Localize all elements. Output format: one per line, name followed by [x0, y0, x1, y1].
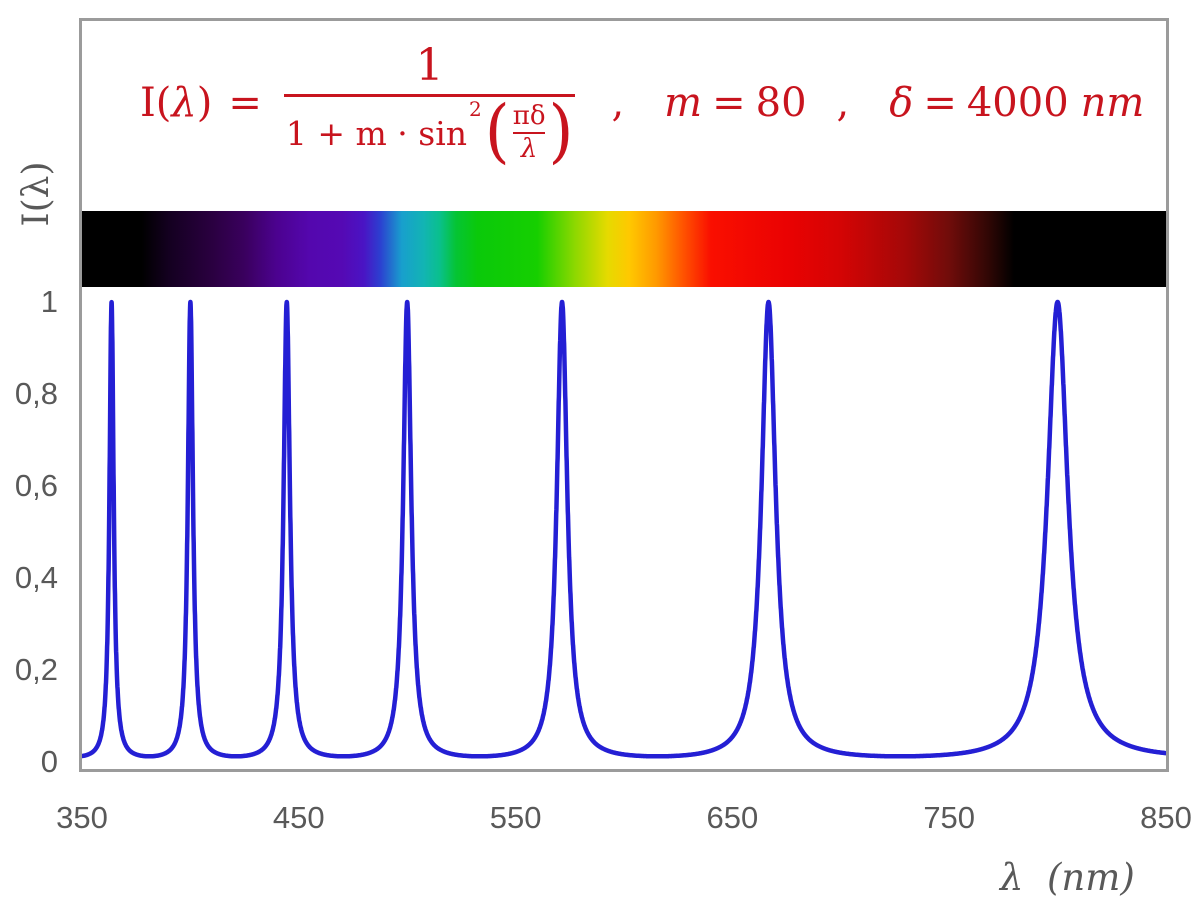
open-paren: (	[484, 92, 510, 173]
y-tick-label: 1	[40, 284, 58, 319]
y-axis-title: I(λ)	[16, 161, 57, 227]
formula-lhs: I(λ)	[140, 80, 213, 126]
fraction-bar	[283, 93, 576, 97]
y-tick-label: 0,4	[14, 560, 58, 595]
formula-equals: =	[228, 80, 262, 126]
fraction-numerator: 1	[415, 39, 444, 91]
param-delta: δ = 4000 nm	[889, 80, 1145, 126]
intensity-curve	[82, 299, 1166, 759]
x-tick-label: 750	[923, 800, 976, 835]
x-tick-label: 650	[706, 800, 759, 835]
comma: ,	[611, 80, 625, 126]
plot-frame	[79, 18, 1169, 772]
inner-denominator: λ	[520, 134, 538, 165]
inner-numerator: πδ	[512, 100, 546, 131]
close-paren: )	[548, 92, 574, 173]
y-tick-label: 0,8	[14, 376, 58, 411]
inner-fraction: πδ λ	[512, 100, 546, 165]
comma: ,	[836, 80, 850, 126]
y-tick-label: 0	[40, 744, 58, 779]
sin-exponent: 2	[469, 96, 482, 121]
formula-fraction: 1 1 + m · sin 2 ( πδ λ )	[278, 39, 582, 173]
x-tick-label: 350	[56, 800, 108, 835]
x-tick-label: 450	[272, 800, 325, 835]
fraction-denominator: 1 + m · sin 2 ( πδ λ )	[285, 92, 574, 173]
x-axis-title: λ (nm)	[1000, 856, 1135, 899]
x-tick-label: 550	[489, 800, 542, 835]
x-tick-label: 850	[1140, 800, 1192, 835]
param-m: m = 80	[664, 80, 807, 126]
y-tick-label: 0,2	[14, 652, 58, 687]
formula: I(λ) = 1 1 + m · sin 2 ( πδ λ ) , m = 80 , …	[140, 28, 1144, 178]
inner-fraction-bar	[512, 132, 546, 135]
intensity-curve-svg	[82, 299, 1166, 759]
y-tick-label: 0,6	[14, 468, 58, 503]
visible-spectrum-bar	[82, 211, 1166, 287]
